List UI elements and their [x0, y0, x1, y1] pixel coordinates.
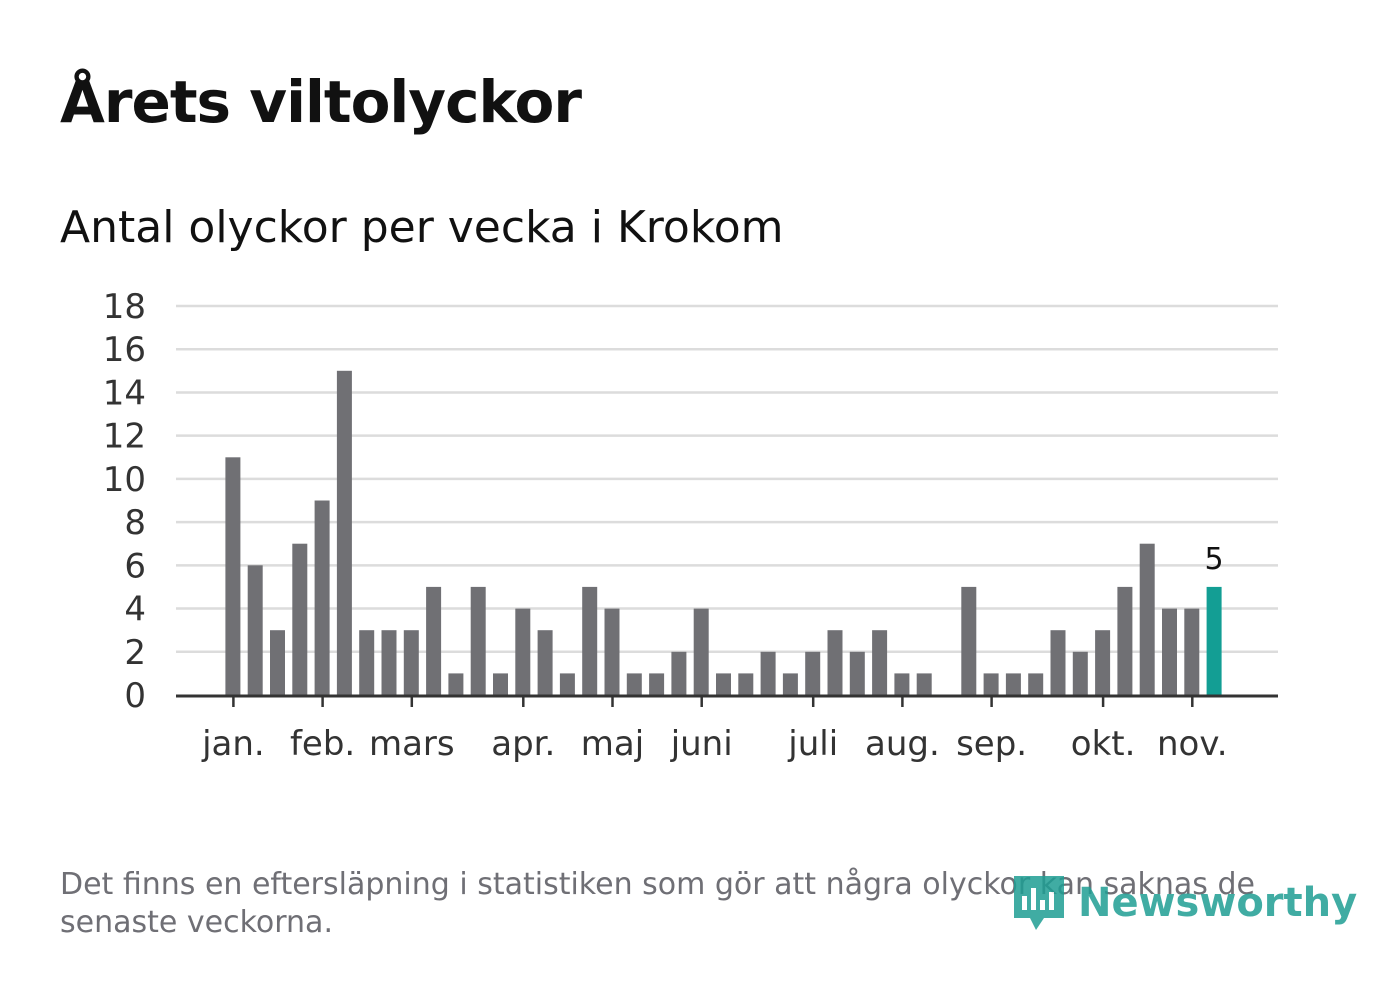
data-labels: 5 — [1205, 542, 1224, 577]
bar — [270, 630, 285, 695]
bar — [559, 673, 575, 695]
x-tick-label: mars — [369, 724, 455, 764]
bar — [426, 586, 442, 695]
bar — [359, 630, 375, 695]
newsworthy-logo-icon — [1014, 876, 1064, 930]
x-axis: jan. feb. mars apr. maj juni juli aug. sep. okt. n… — [176, 694, 1278, 764]
x-tick-label: maj — [581, 724, 644, 764]
x-tick-label: jan. — [201, 724, 265, 764]
newsworthy-logo: Newsworthy — [1010, 872, 1357, 934]
bar — [1050, 630, 1066, 695]
bar — [693, 608, 709, 695]
bar — [537, 630, 553, 695]
bar — [805, 651, 821, 695]
bar — [872, 630, 888, 695]
x-tick-label: sep. — [956, 724, 1027, 764]
bar — [314, 500, 330, 695]
bar — [1095, 630, 1111, 695]
y-tick-label: 18 — [103, 287, 146, 327]
x-tick-label: okt. — [1071, 724, 1136, 764]
bar — [336, 370, 352, 695]
y-tick-label: 16 — [103, 330, 146, 370]
y-tick-label: 4 — [124, 590, 146, 630]
bars — [225, 370, 1222, 695]
bar — [626, 673, 642, 695]
bar — [403, 630, 419, 695]
bar — [1028, 673, 1044, 695]
bar — [716, 673, 731, 695]
bar — [983, 673, 999, 695]
bar — [827, 630, 843, 695]
chart-title: Årets viltolyckor — [60, 68, 582, 136]
bar — [894, 673, 910, 695]
bar — [292, 543, 308, 695]
bar-highlight — [1206, 586, 1222, 695]
bar — [225, 457, 241, 695]
bar — [493, 673, 508, 695]
bar — [1117, 586, 1133, 695]
bar — [961, 586, 977, 695]
bar — [515, 608, 531, 695]
y-tick-label: 8 — [124, 503, 146, 543]
chart-subtitle: Antal olyckor per vecka i Krokom — [60, 202, 784, 253]
bar — [738, 673, 754, 695]
x-tick-label: apr. — [491, 724, 555, 764]
bar — [1005, 673, 1021, 695]
x-tick-label: aug. — [865, 724, 940, 764]
x-tick-label: juli — [787, 724, 838, 764]
x-tick-label: juni — [670, 724, 733, 764]
x-tick-label: nov. — [1157, 724, 1228, 764]
bar — [582, 586, 598, 695]
y-tick-label: 0 — [124, 676, 146, 716]
bar — [470, 586, 486, 695]
bar — [1072, 651, 1088, 695]
bar — [604, 608, 620, 695]
bar — [649, 673, 665, 695]
bar — [916, 673, 932, 695]
y-tick-label: 2 — [124, 633, 146, 673]
logo-text: Newsworthy — [1078, 880, 1358, 926]
y-tick-label: 10 — [103, 460, 146, 500]
bar — [1139, 543, 1155, 695]
bar — [1162, 608, 1177, 695]
bar — [760, 651, 776, 695]
bar — [671, 651, 687, 695]
y-tick-label: 12 — [103, 417, 146, 457]
y-tick-label: 14 — [103, 373, 146, 413]
highlight-value-label: 5 — [1205, 542, 1224, 577]
bar — [381, 630, 397, 695]
y-tick-label: 6 — [124, 546, 146, 586]
bar — [1184, 608, 1200, 695]
bar — [247, 565, 263, 695]
bar — [448, 673, 464, 695]
bar — [849, 651, 865, 695]
bar — [782, 673, 798, 695]
grid-lines — [176, 304, 1278, 654]
x-tick-label: feb. — [290, 724, 355, 764]
